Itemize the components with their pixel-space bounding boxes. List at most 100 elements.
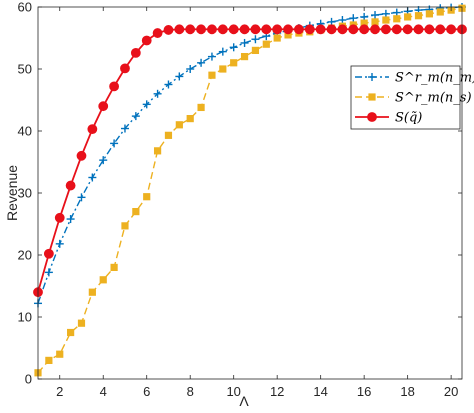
data-point — [370, 24, 380, 35]
data-point — [67, 328, 75, 337]
data-point — [261, 24, 272, 35]
data-point — [88, 288, 96, 296]
x-tick-label: 14 — [313, 384, 327, 399]
data-point — [164, 80, 173, 89]
legend-sample — [355, 112, 389, 122]
data-point — [120, 124, 129, 133]
data-point — [44, 268, 53, 277]
x-tick-label: 18 — [400, 384, 414, 399]
data-point — [371, 18, 379, 26]
legend-sample — [355, 73, 389, 81]
data-point — [360, 19, 368, 27]
data-point — [54, 212, 65, 223]
series-line — [37, 28, 462, 293]
y-tick-label: 0 — [25, 372, 32, 387]
data-point — [413, 24, 424, 35]
data-point — [380, 24, 391, 35]
data-point — [197, 58, 206, 67]
data-point — [175, 121, 183, 129]
legend-label: S^r_m(n_s) — [395, 91, 472, 106]
data-point — [240, 38, 249, 47]
data-point — [110, 139, 119, 148]
x-tick-label: 20 — [444, 384, 458, 399]
data-point — [132, 208, 140, 216]
legend-entry: S^r_m(n_s) — [355, 91, 472, 106]
data-point — [382, 16, 390, 24]
data-point — [185, 24, 196, 35]
data-point — [272, 24, 283, 35]
data-point — [304, 24, 315, 35]
series-0 — [34, 3, 466, 308]
data-point — [120, 63, 130, 74]
legend-entry: S^r_m(n_m) — [355, 71, 474, 86]
data-point — [88, 173, 97, 182]
data-point — [208, 71, 216, 79]
data-point — [414, 12, 423, 20]
data-point — [391, 24, 402, 35]
data-point — [207, 24, 217, 35]
y-tick-label: 40 — [18, 124, 32, 139]
data-point — [229, 43, 238, 52]
data-point — [284, 31, 292, 39]
legend: S^r_m(n_m) S^r_m(n_s) S(q̃) — [350, 65, 474, 130]
x-tick-label: 12 — [270, 384, 284, 399]
data-point — [393, 15, 401, 23]
data-point — [435, 24, 446, 35]
y-tick-label: 20 — [18, 248, 32, 263]
x-tick-label: 4 — [100, 384, 107, 399]
data-point — [143, 193, 151, 201]
data-point — [273, 34, 281, 42]
y-tick-label: 30 — [18, 186, 32, 201]
data-point — [141, 35, 152, 46]
x-tick-label: 8 — [187, 384, 194, 399]
data-point — [77, 193, 86, 202]
data-point — [55, 239, 64, 248]
y-tick-label: 10 — [18, 310, 32, 325]
data-point — [186, 65, 195, 73]
data-point — [251, 46, 260, 54]
data-point — [446, 24, 457, 35]
x-tick-label: 10 — [226, 384, 240, 399]
data-point — [66, 215, 75, 224]
data-point — [43, 248, 54, 259]
data-point — [240, 53, 249, 61]
data-point — [250, 24, 261, 35]
data-point — [163, 25, 174, 35]
data-point — [186, 115, 194, 123]
data-point — [219, 65, 227, 73]
legend-label: S(q̃) — [395, 111, 422, 126]
y-axis-label: Revenue — [4, 165, 20, 221]
data-point — [402, 24, 413, 35]
data-point — [262, 40, 270, 48]
data-point — [348, 24, 359, 35]
data-point — [98, 101, 109, 112]
data-point — [65, 180, 76, 191]
legend-label: S^r_m(n_m) — [395, 71, 474, 86]
data-point — [207, 52, 216, 61]
data-point — [294, 24, 304, 35]
data-point — [131, 112, 140, 121]
data-point — [130, 47, 141, 58]
data-point — [110, 263, 118, 271]
data-point — [337, 24, 348, 35]
axes-layer: 2 4 6 8 10 12 14 16 18 20 0 10 20 30 40 50 60 — [18, 0, 463, 399]
data-point — [99, 156, 108, 165]
data-point — [56, 350, 64, 358]
data-point — [109, 81, 120, 92]
y-tick-label: 50 — [18, 62, 32, 77]
data-point — [76, 150, 87, 161]
data-point — [230, 59, 238, 67]
legend-entry: S(q̃) — [355, 111, 422, 126]
data-point — [164, 131, 173, 139]
data-point — [153, 147, 162, 155]
data-point — [197, 103, 205, 112]
data-point — [315, 24, 326, 35]
x-tick-label: 6 — [143, 384, 150, 399]
legend-marker — [368, 93, 376, 101]
series-line — [37, 6, 463, 304]
data-point — [404, 13, 412, 21]
data-point — [425, 10, 433, 18]
series-2 — [33, 24, 467, 298]
y-tick-label: 60 — [18, 0, 32, 15]
